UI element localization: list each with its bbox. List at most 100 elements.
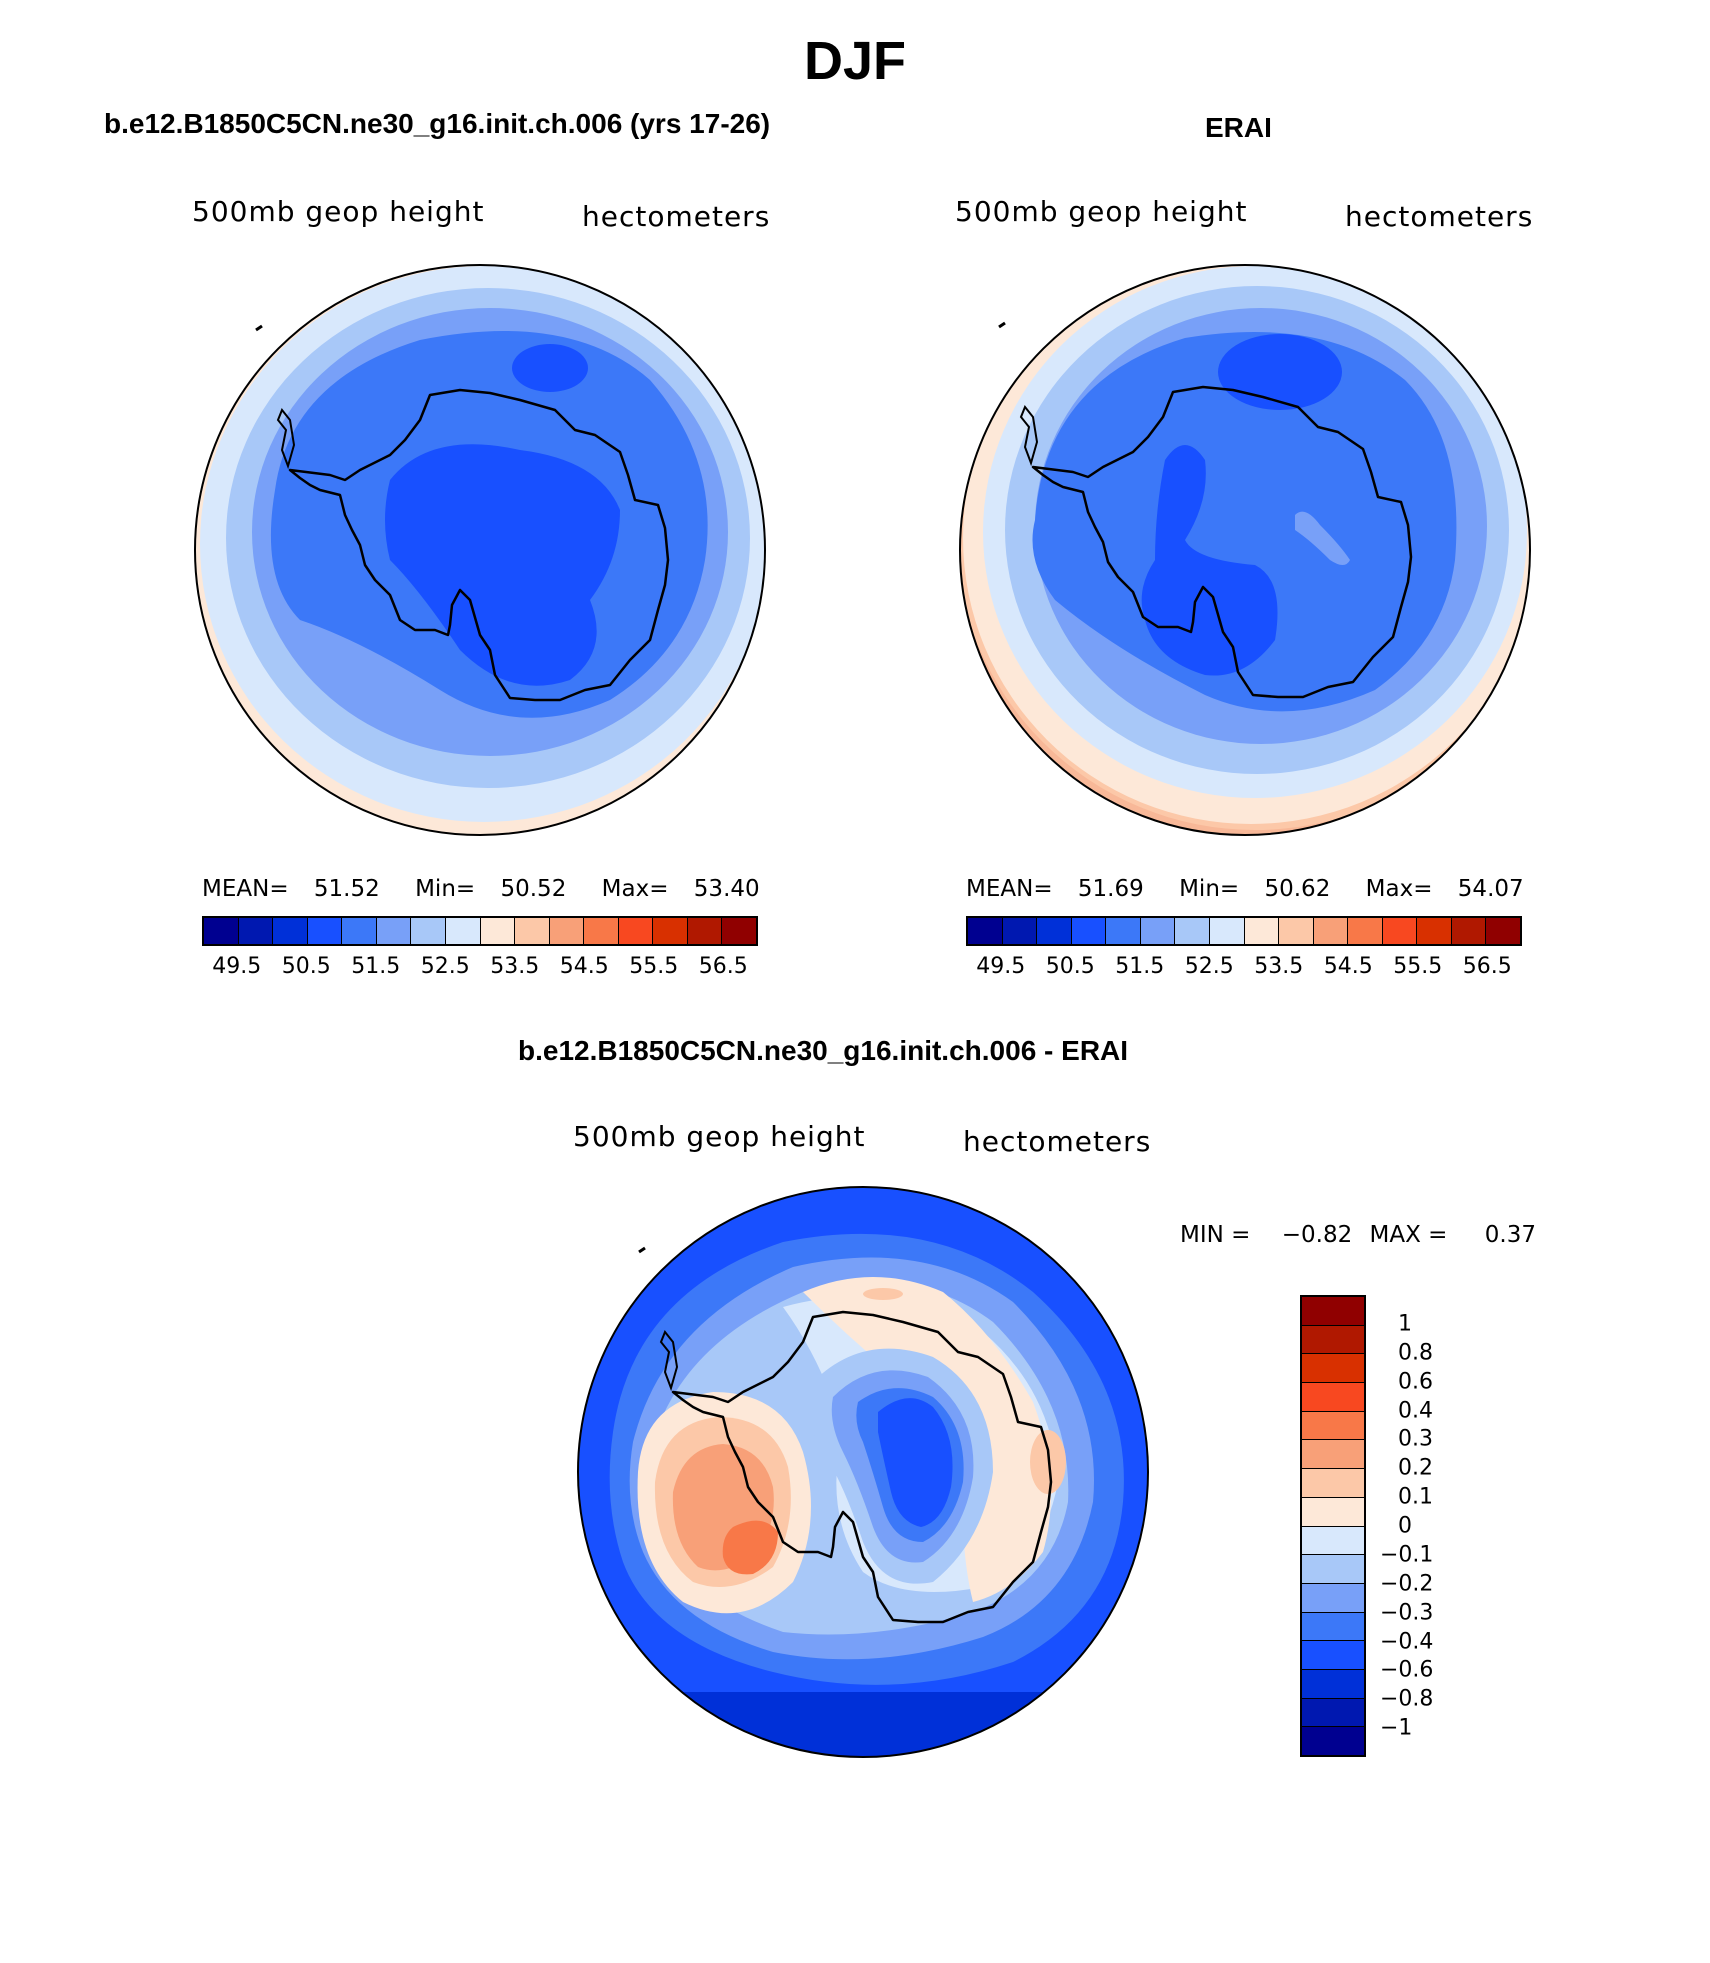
panel2-stats: MEAN= 51.69 Min= 50.62 Max= 54.07	[966, 876, 1524, 902]
colorbar-tick-label: 53.5	[490, 954, 540, 979]
colorbar-cell	[515, 918, 550, 944]
colorbar-cell	[1302, 1411, 1364, 1441]
colorbar-tick-label: 52.5	[1184, 954, 1234, 979]
colorbar-tick-label: −0.1	[1380, 1542, 1434, 1568]
colorbar-cell	[687, 918, 723, 944]
panel1-min-label: Min=	[415, 876, 476, 902]
panel3-colorbar	[1300, 1295, 1366, 1757]
colorbar-cell	[584, 918, 619, 944]
colorbar-cell	[1140, 918, 1176, 944]
colorbar-cell	[549, 918, 585, 944]
colorbar-tick-label: 0.6	[1398, 1369, 1433, 1395]
colorbar-cell	[1302, 1526, 1364, 1556]
colorbar-tick-label: −0.6	[1380, 1657, 1434, 1683]
panel2-max-value: 54.07	[1457, 876, 1524, 902]
panel1-mean-label: MEAN=	[202, 876, 289, 902]
colorbar-tick-label: 0.1	[1398, 1484, 1433, 1510]
colorbar-cell	[722, 918, 756, 944]
panel3-max-value: 0.37	[1484, 1222, 1536, 1248]
colorbar-cell	[653, 918, 688, 944]
panel1-variable: 500mb geop height	[192, 195, 485, 228]
colorbar-tick-label: 56.5	[1462, 954, 1512, 979]
panel1-min-value: 50.52	[500, 876, 567, 902]
colorbar-cell	[1302, 1354, 1364, 1384]
colorbar-tick-label: 0.8	[1398, 1340, 1433, 1366]
colorbar-tick-label: −1	[1380, 1715, 1413, 1741]
panel1-colorbar	[202, 916, 758, 946]
colorbar-tick-label: 55.5	[629, 954, 679, 979]
colorbar-cell	[307, 918, 343, 944]
panel3-polar-map	[577, 1186, 1149, 1758]
colorbar-cell	[273, 918, 308, 944]
panel2-mean-value: 51.69	[1077, 876, 1144, 902]
panel1-polar-map	[194, 264, 766, 836]
colorbar-tick-label: 54.5	[1323, 954, 1373, 979]
colorbar-tick-label: −0.3	[1380, 1600, 1434, 1626]
colorbar-cell	[1302, 1612, 1364, 1642]
panel2-mean-label: MEAN=	[966, 876, 1053, 902]
colorbar-cell	[1302, 1383, 1364, 1412]
panel1-units: hectometers	[582, 200, 771, 233]
colorbar-tick-label: −0.8	[1380, 1686, 1434, 1712]
colorbar-cell	[1302, 1698, 1364, 1728]
colorbar-cell	[411, 918, 446, 944]
colorbar-cell	[1302, 1325, 1364, 1355]
panel2-colorbar	[966, 916, 1522, 946]
colorbar-cell	[445, 918, 481, 944]
colorbar-cell	[968, 918, 1003, 944]
panel3-title: b.e12.B1850C5CN.ne30_g16.init.ch.006 - E…	[518, 1035, 1129, 1066]
colorbar-cell	[1313, 918, 1349, 944]
colorbar-cell	[1244, 918, 1280, 944]
panel2-variable: 500mb geop height	[955, 195, 1248, 228]
figure-title: DJF	[803, 31, 906, 91]
colorbar-cell	[1382, 918, 1418, 944]
colorbar-cell	[1486, 918, 1520, 944]
colorbar-tick-label: 0.3	[1398, 1426, 1433, 1452]
colorbar-tick-label: 0	[1398, 1513, 1412, 1539]
panel2-min-value: 50.62	[1264, 876, 1331, 902]
panel2-units: hectometers	[1345, 200, 1534, 233]
panel1-stats: MEAN= 51.52 Min= 50.52 Max= 53.40	[202, 876, 760, 902]
panel2-min-label: Min=	[1179, 876, 1240, 902]
colorbar-cell	[376, 918, 412, 944]
colorbar-cell	[1302, 1669, 1364, 1699]
colorbar-tick-label: 49.5	[976, 954, 1026, 979]
colorbar-tick-label: 49.5	[212, 954, 262, 979]
panel1-mean-value: 51.52	[313, 876, 380, 902]
colorbar-tick-label: 51.5	[351, 954, 401, 979]
panel1-max-label: Max=	[601, 876, 669, 902]
colorbar-cell	[1302, 1440, 1364, 1470]
colorbar-cell	[1071, 918, 1107, 944]
panel3-units: hectometers	[963, 1125, 1152, 1158]
panel3-colorbar-labels: 1 0.8 0.6 0.4 0.3 0.2 0.1 0 −0.1 −0.2 −0.3 −0.4 −0.6…	[1380, 1295, 1500, 1757]
panel2-title: ERAI	[1205, 112, 1272, 143]
colorbar-cell	[1209, 918, 1245, 944]
colorbar-cell	[1302, 1583, 1364, 1613]
colorbar-cell	[238, 918, 274, 944]
colorbar-cell	[1279, 918, 1314, 944]
colorbar-tick-label: −0.2	[1380, 1571, 1434, 1597]
colorbar-cell	[1302, 1555, 1364, 1584]
panel3-min-value: −0.82	[1281, 1222, 1353, 1248]
colorbar-tick-label: 50.5	[1045, 954, 1095, 979]
colorbar-cell	[1417, 918, 1452, 944]
panel1-title: b.e12.B1850C5CN.ne30_g16.init.ch.006 (yr…	[104, 108, 771, 139]
colorbar-tick-label: 50.5	[281, 954, 331, 979]
colorbar-cell	[1002, 918, 1038, 944]
colorbar-cell	[1451, 918, 1487, 944]
colorbar-tick-label: 55.5	[1393, 954, 1443, 979]
colorbar-cell	[1302, 1641, 1364, 1670]
colorbar-tick-label: 54.5	[559, 954, 609, 979]
colorbar-cell	[342, 918, 377, 944]
colorbar-cell	[1348, 918, 1383, 944]
colorbar-tick-label: 1	[1398, 1311, 1412, 1337]
colorbar-cell	[1037, 918, 1072, 944]
colorbar-tick-label: 51.5	[1115, 954, 1165, 979]
panel3-min-label: MIN =	[1180, 1222, 1251, 1248]
panel3-variable: 500mb geop height	[573, 1120, 866, 1153]
colorbar-cell	[1302, 1469, 1364, 1498]
colorbar-tick-label: 56.5	[698, 954, 748, 979]
colorbar-cell	[1106, 918, 1141, 944]
colorbar-tick-label: 0.4	[1398, 1398, 1433, 1423]
colorbar-cell	[204, 918, 239, 944]
